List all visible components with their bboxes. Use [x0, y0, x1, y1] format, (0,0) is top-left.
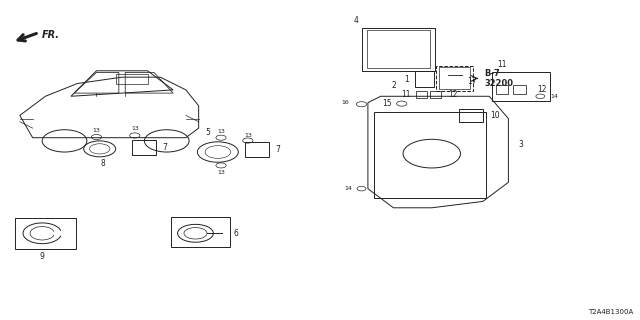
Text: 13: 13 — [93, 128, 100, 133]
Text: 4: 4 — [353, 16, 358, 25]
Bar — [116, 74, 148, 84]
Text: 17: 17 — [467, 77, 476, 86]
Bar — [15, 218, 76, 249]
Text: 6: 6 — [234, 229, 239, 238]
Text: 12: 12 — [448, 90, 457, 99]
Text: 13: 13 — [217, 170, 225, 175]
Bar — [362, 28, 435, 71]
Bar — [244, 142, 269, 157]
Bar — [415, 71, 434, 87]
Text: 13: 13 — [131, 126, 139, 131]
Text: 7: 7 — [275, 145, 280, 154]
Bar — [367, 30, 430, 68]
Text: 2: 2 — [391, 81, 396, 90]
Text: 8: 8 — [100, 159, 105, 168]
Bar — [436, 66, 473, 91]
Bar — [495, 85, 508, 94]
Text: 1: 1 — [404, 75, 410, 84]
Text: 14: 14 — [550, 94, 558, 99]
Bar — [430, 91, 442, 98]
Bar — [440, 67, 470, 89]
Bar — [374, 112, 486, 198]
Text: 13: 13 — [244, 133, 252, 138]
Text: FR.: FR. — [42, 30, 60, 40]
Text: 14: 14 — [344, 186, 352, 191]
Text: 15: 15 — [382, 99, 392, 108]
Bar — [513, 85, 526, 94]
Text: 11: 11 — [401, 90, 411, 99]
Text: 9: 9 — [40, 252, 45, 261]
Text: 5: 5 — [206, 128, 211, 137]
Text: T2A4B1300A: T2A4B1300A — [588, 308, 633, 315]
Text: 12: 12 — [537, 85, 547, 94]
Bar — [416, 91, 428, 98]
Bar — [460, 109, 483, 123]
Text: 10: 10 — [490, 111, 499, 120]
Bar — [132, 140, 156, 155]
Text: 13: 13 — [217, 129, 225, 133]
Text: B-7
32200: B-7 32200 — [484, 69, 513, 88]
Bar — [492, 72, 550, 101]
Text: 11: 11 — [497, 60, 507, 69]
Bar — [172, 217, 230, 247]
Text: 16: 16 — [341, 100, 349, 105]
Text: 3: 3 — [518, 140, 523, 148]
Text: 7: 7 — [163, 143, 167, 152]
